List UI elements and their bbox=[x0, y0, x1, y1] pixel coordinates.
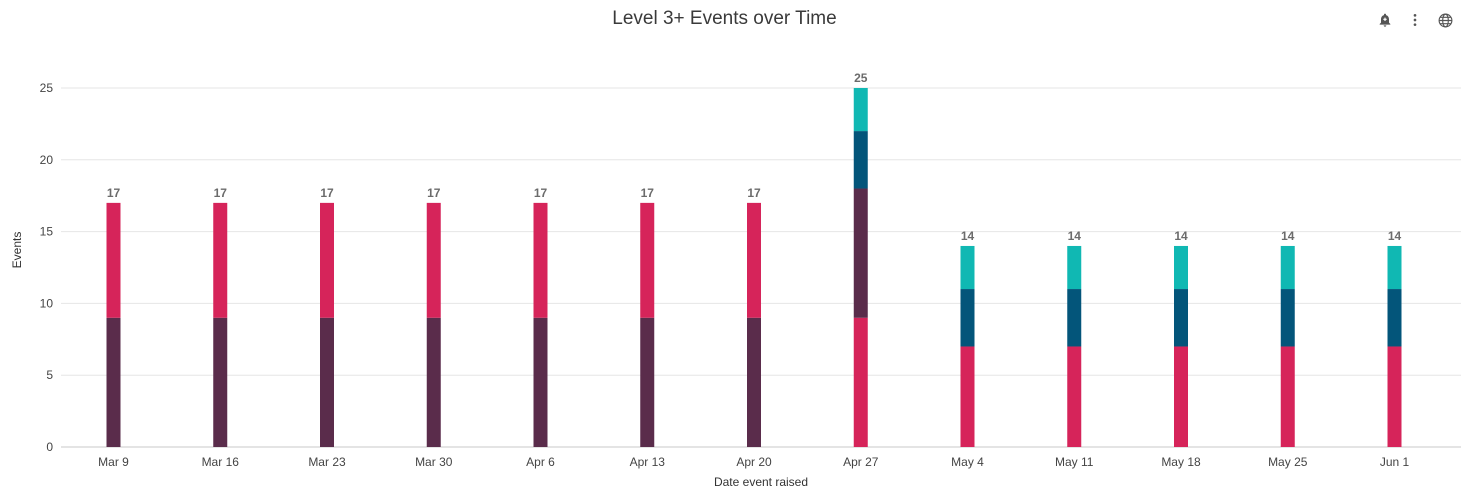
x-tick-label: Apr 13 bbox=[630, 455, 666, 469]
bar-segment bbox=[640, 202, 655, 318]
bar-segment bbox=[106, 202, 121, 318]
bar-segment bbox=[853, 88, 868, 132]
x-tick-label: Apr 27 bbox=[843, 455, 879, 469]
y-tick-label: 15 bbox=[40, 225, 54, 239]
bar-segment bbox=[213, 202, 228, 318]
bar-total-label: 14 bbox=[1174, 229, 1188, 243]
bar-total-label: 17 bbox=[107, 186, 121, 200]
bar-segment bbox=[533, 317, 548, 447]
y-axis-label: Events bbox=[10, 232, 24, 269]
bar-segment bbox=[426, 202, 441, 318]
bar-total-label: 17 bbox=[641, 186, 655, 200]
bar-segment bbox=[747, 317, 761, 447]
x-tick-label: Mar 9 bbox=[98, 455, 129, 469]
bar-segment bbox=[853, 131, 868, 189]
bar-total-label: 17 bbox=[214, 186, 228, 200]
y-tick-label: 5 bbox=[46, 368, 53, 382]
bar-total-label: 17 bbox=[320, 186, 334, 200]
chart-toolbar bbox=[1375, 10, 1455, 30]
bar-segment bbox=[1280, 289, 1295, 347]
x-tick-label: Jun 1 bbox=[1380, 455, 1410, 469]
globe-icon[interactable] bbox=[1435, 10, 1455, 30]
bar-segment bbox=[1174, 346, 1188, 447]
x-tick-label: Mar 23 bbox=[308, 455, 346, 469]
bar-total-label: 14 bbox=[1388, 229, 1402, 243]
bar-segment bbox=[1067, 346, 1082, 447]
x-tick-label: Mar 30 bbox=[415, 455, 453, 469]
y-tick-label: 10 bbox=[40, 296, 54, 310]
bar-segment bbox=[1280, 346, 1295, 447]
bar-total-label: 14 bbox=[961, 229, 975, 243]
bar-segment bbox=[853, 317, 868, 447]
bar-total-label: 17 bbox=[534, 186, 548, 200]
bar-segment bbox=[1174, 245, 1188, 290]
bar-segment bbox=[960, 346, 975, 447]
bar-segment bbox=[213, 317, 228, 447]
x-axis-label: Date event raised bbox=[714, 475, 808, 489]
bar-segment bbox=[1387, 289, 1402, 347]
bar-segment bbox=[960, 289, 975, 347]
bar-total-label: 17 bbox=[747, 186, 761, 200]
x-tick-label: May 4 bbox=[951, 455, 984, 469]
x-tick-label: May 11 bbox=[1055, 455, 1094, 469]
bar-total-label: 14 bbox=[1068, 229, 1082, 243]
bar-segment bbox=[426, 317, 441, 447]
bar-segment bbox=[533, 202, 548, 318]
bar-segment bbox=[640, 317, 655, 447]
bar-total-label: 25 bbox=[854, 71, 868, 85]
bar-segment bbox=[747, 202, 761, 318]
x-tick-label: May 18 bbox=[1161, 455, 1201, 469]
bar-segment bbox=[320, 202, 334, 318]
bar-segment bbox=[960, 245, 975, 290]
x-tick-label: Mar 16 bbox=[202, 455, 240, 469]
bar-segment bbox=[106, 317, 121, 447]
x-tick-label: Apr 6 bbox=[526, 455, 555, 469]
y-tick-label: 0 bbox=[46, 440, 53, 454]
alert-bell-icon[interactable] bbox=[1375, 10, 1395, 30]
more-vert-icon[interactable] bbox=[1405, 10, 1425, 30]
bar-segment bbox=[1174, 289, 1188, 347]
x-tick-label: Apr 20 bbox=[736, 455, 772, 469]
bar-segment bbox=[853, 188, 868, 318]
y-tick-label: 25 bbox=[40, 81, 54, 95]
bar-total-label: 17 bbox=[427, 186, 441, 200]
bar-total-label: 14 bbox=[1281, 229, 1295, 243]
bar-segment bbox=[1387, 245, 1402, 290]
bar-segment bbox=[1280, 245, 1295, 290]
chart-title: Level 3+ Events over Time bbox=[612, 8, 837, 29]
bar-segment bbox=[1067, 245, 1082, 290]
bar-segment bbox=[1067, 289, 1082, 347]
y-tick-label: 20 bbox=[40, 153, 54, 167]
bar-segment bbox=[320, 317, 334, 447]
x-tick-label: May 25 bbox=[1268, 455, 1308, 469]
bar-segment bbox=[1387, 346, 1402, 447]
